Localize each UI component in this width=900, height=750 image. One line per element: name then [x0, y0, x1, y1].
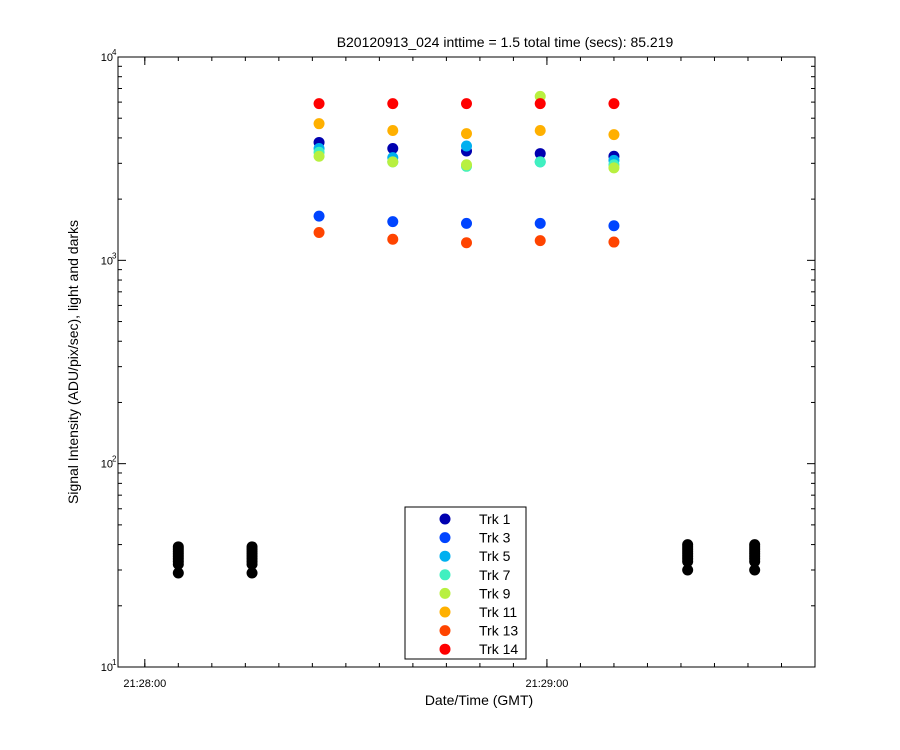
data-point	[387, 125, 399, 137]
legend-label: Trk 14	[479, 641, 518, 657]
y-tick-exponent: 1	[112, 658, 117, 667]
data-point	[534, 98, 546, 110]
data-point	[534, 217, 546, 229]
dark-point	[172, 541, 184, 553]
y-tick-label: 10	[101, 52, 113, 64]
y-tick-exponent: 2	[112, 455, 117, 464]
data-point	[608, 162, 620, 174]
data-point	[608, 98, 620, 110]
data-point	[313, 210, 325, 222]
y-tick-label: 10	[101, 459, 113, 471]
x-tick-label: 21:29:00	[526, 678, 569, 690]
legend-label: Trk 5	[479, 548, 511, 564]
legend-label: Trk 9	[479, 585, 511, 601]
y-axis-label: Signal Intensity (ADU/pix/sec), light an…	[65, 220, 81, 504]
data-point	[387, 233, 399, 245]
data-point	[313, 150, 325, 162]
data-point	[534, 148, 546, 160]
dark-point	[749, 564, 761, 576]
data-point	[534, 156, 546, 168]
x-tick-label: 21:28:00	[123, 678, 166, 690]
data-point	[461, 159, 472, 171]
y-tick-label: 10	[101, 255, 113, 267]
data-point	[461, 237, 472, 249]
dark-point	[172, 567, 184, 579]
dark-point	[682, 564, 694, 576]
dark-point	[749, 539, 761, 551]
data-point	[313, 98, 325, 110]
legend-label: Trk 11	[479, 604, 517, 620]
data-point	[461, 140, 472, 152]
data-point	[387, 142, 399, 154]
data-point	[534, 235, 546, 247]
data-points	[313, 90, 620, 249]
data-point	[608, 129, 620, 141]
data-point	[608, 220, 620, 232]
dark-point	[246, 541, 258, 553]
data-point	[461, 128, 472, 140]
legend-marker	[439, 643, 451, 655]
data-point	[387, 216, 399, 228]
legend-label: Trk 7	[479, 567, 511, 583]
data-point	[534, 125, 546, 137]
legend-label: Trk 3	[479, 530, 511, 546]
y-tick-exponent: 3	[112, 251, 117, 260]
legend-label: Trk 13	[479, 623, 518, 639]
data-point	[387, 156, 399, 168]
legend-marker	[439, 569, 451, 581]
legend-box	[404, 506, 527, 660]
legend-label: Trk 1	[479, 511, 511, 527]
data-point	[461, 217, 472, 229]
legend-marker	[439, 532, 451, 544]
y-tick-exponent: 4	[112, 48, 117, 57]
data-point	[387, 98, 399, 110]
dark-point	[682, 539, 694, 551]
legend-marker	[439, 513, 451, 525]
x-axis-label: Date/Time (GMT)	[425, 692, 533, 708]
dark-point	[246, 567, 258, 579]
dark-points	[172, 539, 761, 579]
chart-title: B20120913_024 inttime = 1.5 total time (…	[337, 34, 674, 50]
data-point	[461, 98, 472, 110]
legend-marker	[439, 587, 451, 599]
legend-marker	[439, 625, 451, 637]
data-point	[313, 227, 325, 239]
data-point	[313, 118, 325, 130]
plot-frame	[117, 56, 816, 668]
data-point	[608, 236, 620, 248]
legend-marker	[439, 606, 451, 618]
legend: Trk 1 Trk 3 Trk 5 Trk 7 Trk 9 Trk 11 Trk 13 Trk…	[404, 506, 527, 660]
y-tick-label: 10	[101, 662, 113, 674]
legend-marker	[439, 550, 451, 562]
